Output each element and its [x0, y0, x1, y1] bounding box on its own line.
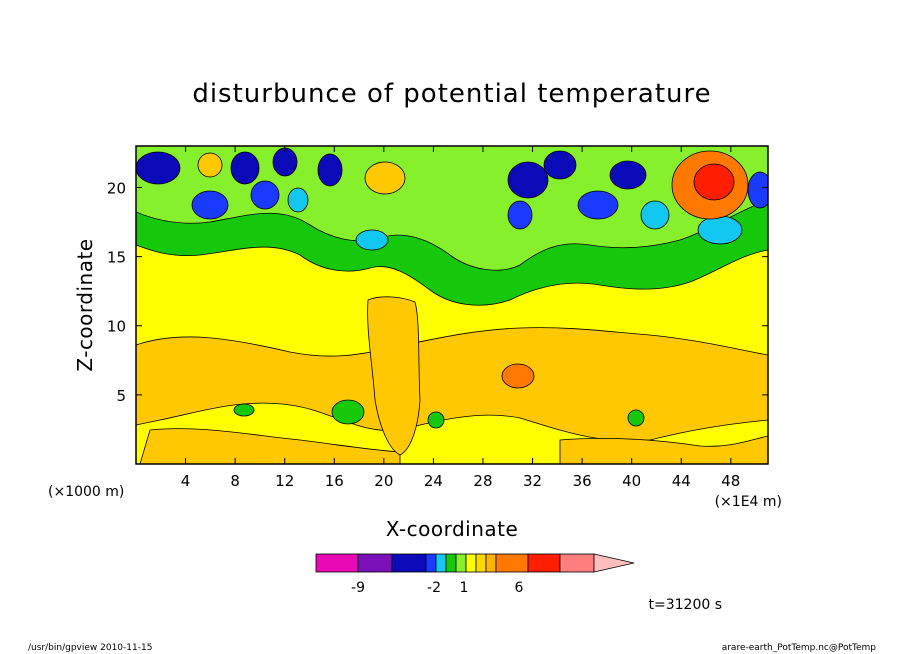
x-tick-label: 36	[573, 472, 592, 490]
field-cell	[640, 200, 670, 230]
x-tick-label: 20	[374, 472, 393, 490]
colorbar-tick-label: -2	[427, 580, 441, 596]
x-tick-label: 24	[424, 472, 443, 490]
field-cell	[230, 151, 260, 185]
field-orange-lower2	[559, 435, 768, 464]
field-cell	[233, 403, 255, 417]
x-unit-right: (×1E4 m)	[715, 494, 782, 510]
x-tick-label: 8	[230, 472, 240, 490]
field-cell	[627, 409, 645, 427]
x-tick-label: 48	[721, 472, 740, 490]
chart-title: disturbunce of potential temperature	[192, 79, 711, 109]
y-axis-label: Z-coordinate	[73, 238, 97, 371]
field-cell	[191, 190, 229, 220]
field-cell	[364, 161, 406, 195]
plot-frame	[135, 145, 769, 465]
x-axis: 4 8 12 16 20 24 28 32 36 40 44 48	[181, 146, 740, 490]
footer-right: arare-earth_PotTemp.nc@PotTemp	[722, 643, 877, 653]
colorbar-arrow	[593, 553, 635, 573]
colorbar-tick-label: 6	[515, 580, 524, 596]
colorbar-swatch	[425, 553, 437, 573]
colorbar-swatch	[475, 553, 487, 573]
field-cell	[697, 215, 743, 245]
colorbar-swatch	[391, 553, 427, 573]
field-cell	[609, 160, 647, 190]
colorbar-swatch	[485, 553, 497, 573]
x-tick-label: 4	[181, 472, 191, 490]
field-orange-band	[136, 327, 768, 442]
colorbar-swatch	[357, 553, 393, 573]
field-cell	[507, 200, 533, 230]
field-cell	[693, 163, 735, 201]
colorbar-swatch	[445, 553, 457, 573]
colorbar-swatch	[315, 553, 359, 573]
field-cell	[287, 187, 309, 213]
colorbar-swatch	[559, 553, 595, 573]
colorbar-tick-label: 1	[460, 580, 469, 596]
x-tick-label: 28	[473, 472, 492, 490]
plot-area	[136, 146, 768, 464]
x-tick-label: 12	[275, 472, 294, 490]
x-unit-left: (×1000 m)	[48, 484, 124, 500]
y-tick-label: 20	[107, 179, 126, 197]
field-cell	[317, 153, 343, 187]
colorbar-swatch	[527, 553, 561, 573]
field-cell	[197, 152, 223, 178]
colorbar-swatch	[495, 553, 529, 573]
field-orange-lower	[139, 428, 401, 464]
field-cell	[577, 190, 619, 220]
field-cell	[543, 150, 577, 180]
colorbar-swatch	[435, 553, 447, 573]
x-tick-label: 32	[523, 472, 542, 490]
colorbar-swatch	[455, 553, 467, 573]
field-cell	[427, 411, 445, 429]
x-tick-label: 40	[622, 472, 641, 490]
x-tick-label: 44	[672, 472, 691, 490]
field-cell	[272, 147, 298, 177]
field-cell	[250, 180, 280, 210]
field-cell	[331, 399, 365, 425]
field-orange-center-column	[367, 296, 421, 456]
colorbar-labels: -9 -2 1 6	[351, 580, 524, 596]
colorbar	[315, 553, 635, 573]
colorbar-tick-label: -9	[351, 580, 365, 596]
x-tick-label: 16	[325, 472, 344, 490]
field-cell	[355, 229, 389, 251]
field-cell	[507, 161, 549, 199]
colorbar-swatch	[465, 553, 477, 573]
y-axis: 5 10 15 20	[107, 179, 768, 405]
time-label: t=31200 s	[649, 597, 723, 613]
y-tick-label: 10	[107, 318, 126, 336]
y-tick-label: 15	[107, 249, 126, 267]
footer-left: /usr/bin/gpview 2010-11-15	[28, 643, 152, 653]
field-orange-spot	[501, 363, 535, 389]
field-cell	[136, 151, 181, 185]
x-axis-label: X-coordinate	[386, 517, 519, 541]
y-tick-label: 5	[116, 387, 126, 405]
